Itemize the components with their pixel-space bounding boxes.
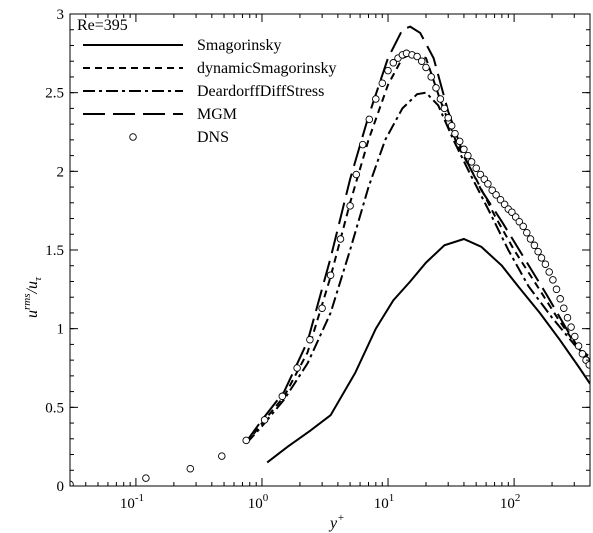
point-dns-43 <box>492 191 500 199</box>
point-dns-62 <box>563 313 572 322</box>
point-dns-9 <box>318 304 326 312</box>
point-dns-11 <box>336 235 345 243</box>
point-dns-65 <box>574 342 583 350</box>
x-tick-label-3: 102 <box>500 492 520 512</box>
point-dns-64 <box>571 332 579 341</box>
point-dns-53 <box>530 241 539 250</box>
point-dns-13 <box>352 170 361 179</box>
point-dns-60 <box>556 295 564 303</box>
legend-label-deardorffdiffstress: DeardorffDiffStress <box>197 83 324 100</box>
point-dns-2 <box>186 464 195 473</box>
point-dns-66 <box>578 350 587 358</box>
point-dns-57 <box>545 268 553 276</box>
y-tick-label-1: 0.5 <box>45 400 64 416</box>
point-dns-47 <box>508 208 516 216</box>
point-dns-18 <box>384 66 392 75</box>
annotation-re: Re=395 <box>77 17 128 34</box>
point-dns-8 <box>306 335 314 344</box>
point-dns-4 <box>242 436 250 445</box>
point-dns-15 <box>365 115 374 124</box>
point-dns-5 <box>260 416 269 424</box>
point-dns-31 <box>444 114 452 122</box>
series-line-mgm <box>245 25 590 443</box>
point-dns-28 <box>432 84 440 92</box>
point-dns-49 <box>515 217 524 226</box>
point-dns-17 <box>378 79 387 87</box>
point-dns-36 <box>464 151 472 160</box>
legend-swatch-dns <box>129 133 137 141</box>
legend: Smagorinsky dynamicSmagorinsky DeardorffDi… <box>83 37 337 146</box>
point-dns-30 <box>440 104 449 113</box>
legend-label-smagorinsky: Smagorinsky <box>197 37 281 54</box>
legend-label-dynamicsmagorinsky: dynamicSmagorinsky <box>197 60 337 77</box>
series-line-smagorinsky <box>266 237 590 464</box>
y-tick-label-6: 3 <box>57 7 65 23</box>
point-dns-14 <box>358 140 367 149</box>
point-dns-38 <box>472 164 480 172</box>
point-dns-33 <box>451 129 459 138</box>
point-dns-16 <box>372 95 380 103</box>
point-dns-7 <box>293 364 301 372</box>
svg-text:y+: y+ <box>328 512 345 532</box>
y-tick-label-0: 0 <box>57 479 65 495</box>
point-dns-55 <box>537 254 546 262</box>
point-dns-6 <box>278 392 287 401</box>
x-tick-label-0: 10-1 <box>120 492 144 512</box>
point-dns-39 <box>476 170 485 179</box>
point-dns-54 <box>534 247 542 256</box>
point-dns-41 <box>484 180 492 188</box>
y-axis-label: urms/uτ <box>21 276 44 318</box>
y-tick-label-2: 1 <box>57 322 65 338</box>
point-dns-59 <box>552 285 561 294</box>
plot-marks <box>70 25 590 486</box>
point-dns-52 <box>526 235 535 243</box>
point-dns-29 <box>436 95 445 103</box>
point-dns-26 <box>422 63 430 72</box>
x-tick-label-2: 101 <box>374 492 395 512</box>
point-dns-3 <box>218 452 226 460</box>
y-tick-label-4: 2 <box>57 164 65 180</box>
point-dns-24 <box>413 52 421 61</box>
series-line-deardorffdiffstress <box>245 91 590 445</box>
point-dns-58 <box>549 276 557 284</box>
x-tick-label-1: 100 <box>248 492 269 512</box>
point-dns-32 <box>447 121 456 130</box>
point-dns-68 <box>585 361 590 369</box>
legend-label-dns: DNS <box>197 129 229 146</box>
legend-label-mgm: MGM <box>197 106 237 123</box>
point-dns-61 <box>560 304 568 312</box>
point-dns-1 <box>142 474 150 482</box>
point-dns-10 <box>326 271 335 279</box>
point-dns-12 <box>346 202 354 210</box>
point-dns-44 <box>496 195 505 204</box>
point-dns-0 <box>70 480 74 486</box>
y-tick-label-5: 2.5 <box>45 86 64 102</box>
point-dns-27 <box>427 73 435 81</box>
point-dns-51 <box>523 228 531 237</box>
point-dns-34 <box>455 137 464 146</box>
x-axis-label: y+ <box>328 512 345 532</box>
point-dns-42 <box>488 186 496 194</box>
point-dns-19 <box>389 59 398 67</box>
point-dns-50 <box>519 222 527 231</box>
svg-text:urms/uτ: urms/uτ <box>21 276 44 318</box>
point-dns-56 <box>541 260 550 268</box>
point-dns-35 <box>460 145 468 154</box>
point-dns-37 <box>467 158 476 166</box>
point-dns-63 <box>567 323 575 331</box>
y-tick-label-3: 1.5 <box>45 243 64 259</box>
point-dns-25 <box>417 57 426 65</box>
